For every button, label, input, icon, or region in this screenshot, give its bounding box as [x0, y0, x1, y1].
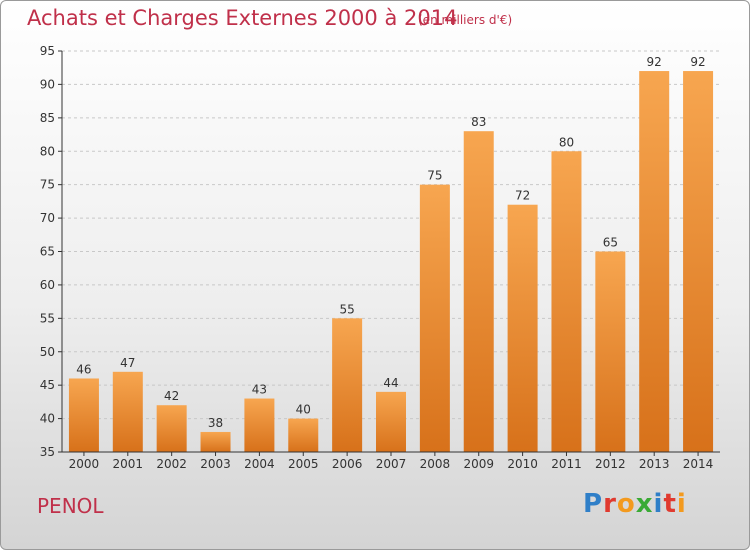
- data-label: 44: [383, 376, 398, 390]
- x-tick-label: 2014: [683, 457, 714, 471]
- bar: [507, 204, 538, 452]
- x-tick-label: 2013: [639, 457, 670, 471]
- bar: [419, 184, 450, 452]
- y-tick-label: 60: [40, 278, 55, 292]
- logo-letter: o: [616, 489, 636, 519]
- data-label: 92: [647, 55, 662, 69]
- chart-subtitle: (en milliers d'€): [418, 13, 513, 27]
- data-label: 92: [690, 55, 705, 69]
- y-tick-label: 95: [40, 44, 55, 58]
- logo-letter: i: [653, 489, 664, 519]
- logo-letter: x: [635, 489, 654, 519]
- commune-name: PENOL: [37, 494, 104, 518]
- bar: [595, 251, 626, 452]
- bar: [683, 71, 714, 453]
- data-label: 80: [559, 135, 574, 149]
- y-tick-label: 50: [40, 345, 55, 359]
- data-label: 42: [164, 389, 179, 403]
- x-tick-label: 2001: [113, 457, 144, 471]
- bar: [551, 151, 582, 452]
- x-tick-label: 2010: [507, 457, 538, 471]
- bar: [376, 391, 406, 452]
- y-tick-label: 35: [40, 445, 55, 459]
- data-label: 72: [515, 189, 530, 203]
- x-tick-label: 2006: [332, 457, 363, 471]
- data-label: 55: [339, 302, 354, 316]
- logo-letter: P: [583, 489, 604, 519]
- data-label: 43: [252, 383, 267, 397]
- x-tick-label: 2000: [69, 457, 100, 471]
- y-tick-label: 55: [40, 311, 55, 325]
- bar: [156, 405, 187, 452]
- bar: [68, 378, 99, 452]
- logo-letter: i: [676, 489, 687, 519]
- bar: [112, 371, 143, 452]
- y-tick-label: 85: [40, 111, 55, 125]
- y-tick-label: 75: [40, 178, 55, 192]
- x-tick-label: 2003: [200, 457, 231, 471]
- bar: [332, 318, 363, 452]
- x-tick-label: 2008: [420, 457, 451, 471]
- y-tick-label: 45: [40, 378, 55, 392]
- y-tick-label: 65: [40, 245, 55, 259]
- x-tick-label: 2011: [551, 457, 582, 471]
- bar: [463, 131, 494, 452]
- y-tick-label: 70: [40, 211, 55, 225]
- data-label: 40: [296, 403, 311, 417]
- x-tick-label: 2007: [376, 457, 407, 471]
- x-tick-label: 2004: [244, 457, 275, 471]
- x-tick-label: 2012: [595, 457, 626, 471]
- bar: [639, 71, 670, 453]
- x-tick-label: 2009: [463, 457, 494, 471]
- data-label: 46: [76, 362, 91, 376]
- x-tick-label: 2002: [156, 457, 187, 471]
- y-tick-label: 40: [40, 412, 55, 426]
- data-label: 83: [471, 115, 486, 129]
- data-label: 47: [120, 356, 135, 370]
- y-tick-label: 80: [40, 144, 55, 158]
- proxiti-logo[interactable]: Proxiti: [583, 489, 687, 519]
- data-label: 38: [208, 416, 223, 430]
- bar: [288, 418, 319, 452]
- chart-title: Achats et Charges Externes 2000 à 2014: [27, 6, 458, 30]
- bar: [244, 398, 275, 452]
- logo-letter: t: [663, 489, 677, 519]
- x-tick-label: 2005: [288, 457, 319, 471]
- logo-letter: r: [603, 489, 617, 519]
- bar: [200, 431, 231, 452]
- y-tick-label: 90: [40, 77, 55, 91]
- data-label: 65: [603, 236, 618, 250]
- data-label: 75: [427, 169, 442, 183]
